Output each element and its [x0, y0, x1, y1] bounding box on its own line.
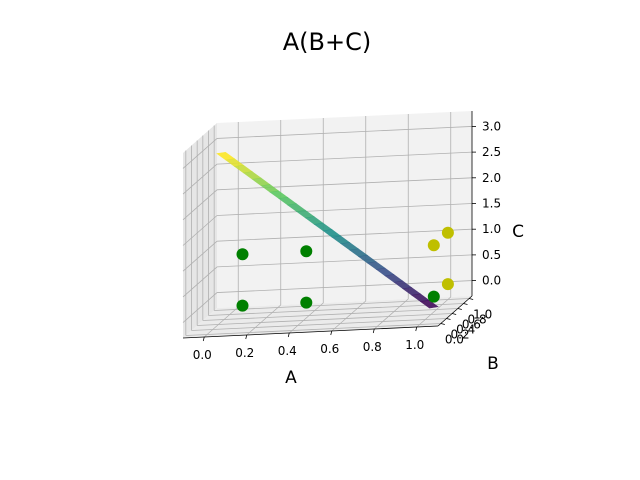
data-point	[236, 248, 249, 261]
z-grid-side	[182, 292, 218, 323]
x-grid-floor	[288, 302, 324, 334]
y-tick-label: 1.0	[473, 308, 492, 322]
z-axis-label: C	[512, 222, 524, 242]
z-tick-label: 0.5	[482, 248, 501, 262]
y-tick	[469, 298, 474, 300]
x-tick-label: 1.0	[405, 338, 424, 352]
z-tick-label: 1.5	[482, 197, 501, 211]
x-tick	[372, 328, 375, 334]
y-tick	[440, 323, 445, 325]
y-tick-label: 0.0	[445, 333, 464, 347]
z-grid-back	[216, 126, 473, 139]
z-grid-side	[182, 266, 218, 298]
y-grid-floor	[202, 308, 458, 321]
y-grid-floor	[197, 313, 453, 326]
z-grid-side	[182, 189, 218, 221]
x-axis-label: A	[285, 368, 297, 388]
y-tick-label: 0.8	[468, 313, 487, 327]
x-tick-label: 0.2	[235, 346, 254, 360]
data-point	[300, 296, 313, 309]
y-axis-label: B	[487, 354, 499, 374]
x-grid-floor	[416, 296, 452, 328]
z-tick-label: 1.0	[482, 222, 501, 236]
y-tick-label: 0.6	[462, 318, 481, 332]
data-point	[427, 239, 440, 252]
x-tick	[330, 330, 333, 336]
z-grid-side	[182, 240, 218, 272]
z-grid-back	[216, 280, 473, 293]
z-axis-ticks: 0.0 0.5 1.0 1.5 2.0 2.5 3.0	[472, 119, 501, 288]
y-tick	[457, 308, 462, 310]
z-grid-back	[216, 203, 473, 216]
x-grid-floor	[246, 304, 282, 336]
z-grid-back	[216, 228, 473, 242]
x-tick-label: 0.0	[193, 348, 212, 362]
z-grid-side	[182, 138, 218, 169]
z-tick-label: 0.0	[482, 274, 501, 288]
y-tick	[463, 303, 468, 305]
scatter-points	[236, 226, 454, 312]
x-grid-floor	[373, 298, 409, 330]
y-axis-ticks: 0.00.20.40.60.81.0	[440, 298, 492, 347]
x-grid-floor	[331, 300, 367, 332]
z-grid-side	[182, 163, 218, 195]
x-grid-floor	[203, 306, 239, 338]
y-tick	[446, 318, 451, 320]
x-tick-label: 0.4	[278, 344, 297, 358]
z-grid-back	[216, 254, 473, 268]
surface-facet	[419, 299, 439, 309]
data-point	[441, 226, 454, 239]
x-tick-label: 0.6	[320, 342, 339, 356]
z-tick-label: 3.0	[482, 119, 501, 133]
data-point	[236, 299, 249, 312]
y-tick-label: 0.2	[451, 328, 470, 342]
x-axis-line	[182, 325, 439, 339]
y-grid-floor	[185, 323, 441, 336]
x-tick	[415, 326, 418, 332]
grid-lines	[182, 112, 473, 338]
y-grid-floor	[208, 303, 464, 316]
x-tick	[202, 336, 205, 342]
x-tick	[245, 334, 248, 340]
y-tick-label: 0.4	[456, 323, 475, 337]
data-point	[441, 278, 454, 291]
y-tick	[452, 313, 457, 315]
z-tick-label: 2.0	[482, 171, 501, 185]
y-axis-line	[437, 295, 473, 327]
chart-title: A(B+C)	[283, 28, 371, 56]
x-tick-label: 0.8	[363, 340, 382, 354]
z-grid-side	[182, 215, 218, 246]
z-tick-label: 2.5	[482, 145, 501, 159]
z-grid-back	[216, 177, 473, 191]
surface-plot	[216, 151, 439, 309]
x-tick	[287, 332, 290, 338]
data-point	[300, 245, 313, 258]
z-grid-back	[216, 151, 473, 165]
y-grid-floor	[191, 318, 447, 331]
x-axis-ticks: 0.0 0.2 0.4 0.6 0.8 1.0	[193, 326, 424, 362]
data-point	[427, 290, 440, 303]
